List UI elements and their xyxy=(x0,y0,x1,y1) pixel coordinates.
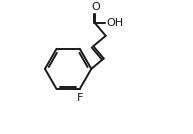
Text: O: O xyxy=(91,2,100,12)
Text: OH: OH xyxy=(106,18,123,28)
Text: F: F xyxy=(77,93,84,103)
